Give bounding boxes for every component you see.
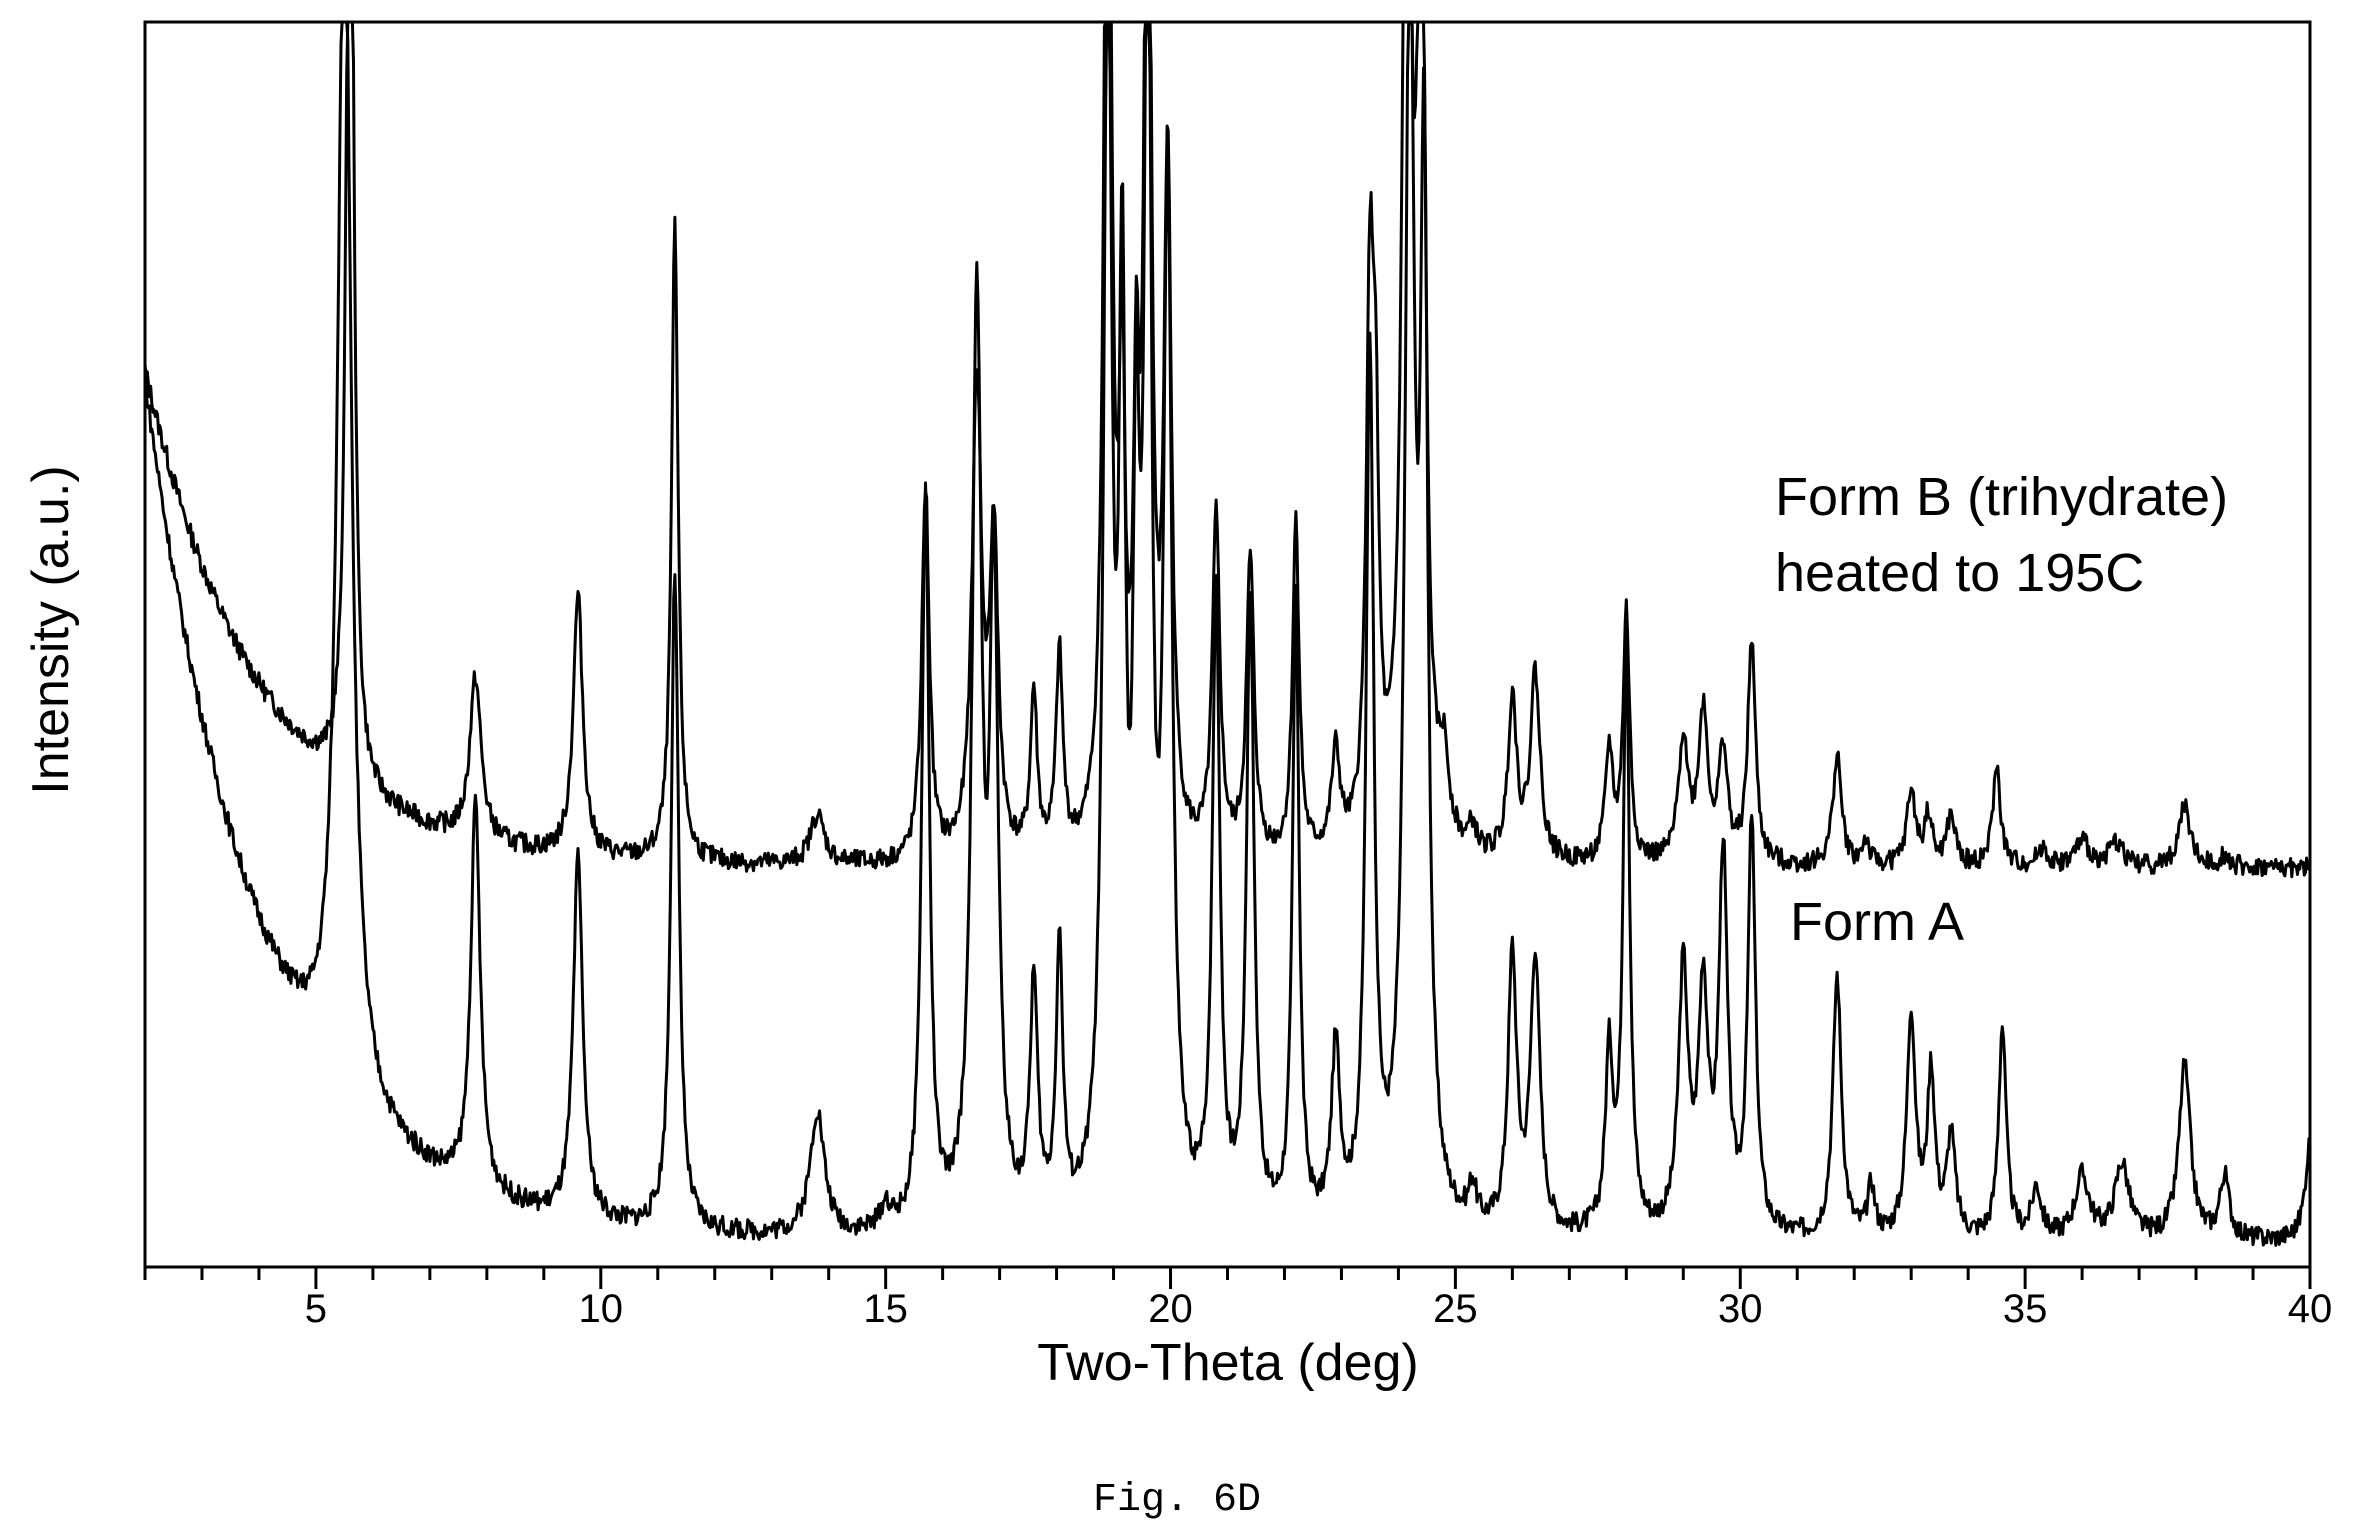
x-tick-label: 25: [1433, 1287, 1478, 1331]
plot-frame: [143, 20, 2312, 1269]
x-tick-label: 10: [579, 1287, 624, 1331]
x-axis-title: Two-Theta (deg): [1037, 1334, 1419, 1392]
series-line-form-b: [143, 20, 2312, 879]
series-label-form-b-line-2: heated to 195C: [1775, 543, 2144, 603]
figure-caption: Fig. 6D: [1093, 1478, 1261, 1523]
series-label-form-b: Form B (trihydrate) heated to 195C: [1775, 467, 2243, 603]
diffraction-traces: [143, 20, 2312, 1247]
x-tick-label: 30: [1718, 1287, 1763, 1331]
series-line-form-a: [143, 20, 2312, 1247]
x-tick-label: 5: [305, 1287, 327, 1331]
x-tick-label: 40: [2288, 1287, 2333, 1331]
series-label-form-a: Form A: [1790, 892, 1964, 952]
y-axis-title: Intensity (a.u.): [22, 465, 80, 794]
x-axis-ticks: [143, 1267, 2312, 1289]
x-tick-label: 15: [863, 1287, 908, 1331]
x-axis-tick-labels: 5 10 15 20 25 30 35 40: [305, 1287, 2332, 1331]
x-tick-label: 20: [1148, 1287, 1193, 1331]
x-tick-label: 35: [2003, 1287, 2048, 1331]
series-label-form-b-line-1: Form B (trihydrate): [1775, 467, 2228, 527]
